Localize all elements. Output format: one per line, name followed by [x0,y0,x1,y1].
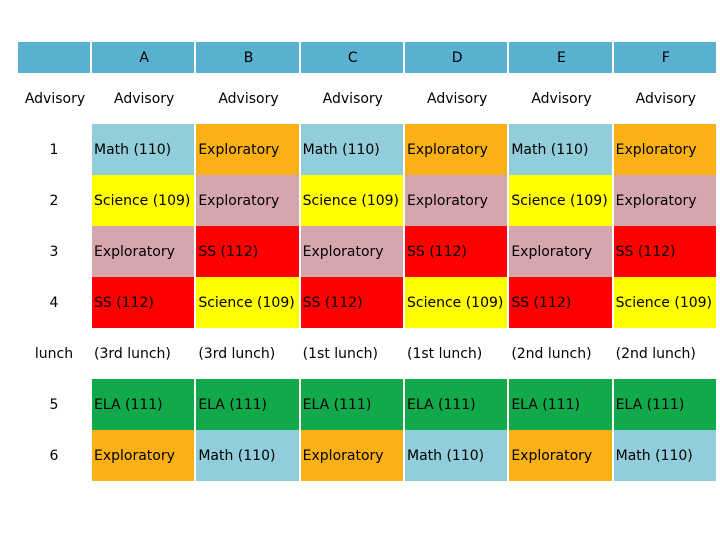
schedule-cell: SS (112) [300,277,403,328]
schedule-cell: ELA (111) [196,379,299,430]
schedule-cell: SS (112) [404,226,508,277]
row-label: 4 [18,277,90,328]
header-corner [18,42,90,73]
advisory-row: Advisory Advisory Advisory Advisory Advi… [18,73,716,124]
schedule-cell: Science (109) [404,277,508,328]
schedule-cell: Exploratory [404,175,508,226]
schedule-cell: Science (109) [196,277,299,328]
advisory-cell: Advisory [509,73,612,124]
schedule-cell: Science (109) [92,175,195,226]
schedule-cell: Exploratory [300,226,403,277]
schedule-cell: Exploratory [613,175,716,226]
schedule-cell: ELA (111) [404,379,508,430]
schedule-cell: ELA (111) [92,379,195,430]
row-label: 6 [18,430,90,481]
schedule-cell: Math (110) [509,124,612,175]
advisory-cell: Advisory [404,73,508,124]
row-label-advisory: Advisory [18,73,90,124]
table-row: 5 ELA (111) ELA (111) ELA (111) ELA (111) ELA… [18,379,716,430]
schedule-cell: Exploratory [613,124,716,175]
header-col-c: C [300,42,403,73]
schedule-table: A B C D E F Advisory Advisory Advisory A… [16,42,718,481]
schedule-cell: Exploratory [196,124,299,175]
schedule-cell: Science (109) [509,175,612,226]
schedule-cell: SS (112) [92,277,195,328]
schedule-cell: Science (109) [300,175,403,226]
row-label: 1 [18,124,90,175]
table-row: lunch (3rd lunch) (3rd lunch) (1st lunch) (1… [18,328,716,379]
schedule-cell: Exploratory [509,226,612,277]
schedule-cell: Exploratory [92,430,195,481]
row-label: 3 [18,226,90,277]
schedule-cell: Exploratory [92,226,195,277]
schedule-cell: (1st lunch) [404,328,508,379]
row-label: 2 [18,175,90,226]
schedule-cell: ELA (111) [300,379,403,430]
row-label: 5 [18,379,90,430]
header-col-f: F [613,42,716,73]
schedule-cell: SS (112) [196,226,299,277]
advisory-cell: Advisory [92,73,195,124]
header-col-d: D [404,42,508,73]
table-row: 3 Exploratory SS (112) Exploratory SS (112) E… [18,226,716,277]
table-row: 2 Science (109) Exploratory Science (109) Ex… [18,175,716,226]
header-col-b: B [196,42,299,73]
table-row: 1 Math (110) Exploratory Math (110) Explorat… [18,124,716,175]
schedule-cell: Math (110) [300,124,403,175]
schedule-cell: ELA (111) [613,379,716,430]
schedule-cell: Exploratory [196,175,299,226]
advisory-cell: Advisory [196,73,299,124]
schedule-cell: Exploratory [404,124,508,175]
schedule-cell: Exploratory [509,430,612,481]
schedule-cell: Science (109) [613,277,716,328]
schedule-cell: (1st lunch) [300,328,403,379]
header-row: A B C D E F [18,42,716,73]
table-row: 4 SS (112) Science (109) SS (112) Science (1… [18,277,716,328]
schedule-cell: (2nd lunch) [509,328,612,379]
row-label: lunch [18,328,90,379]
schedule-cell: (2nd lunch) [613,328,716,379]
advisory-cell: Advisory [613,73,716,124]
schedule-cell: Math (110) [404,430,508,481]
schedule-cell: SS (112) [613,226,716,277]
schedule-cell: Math (110) [92,124,195,175]
schedule-cell: (3rd lunch) [196,328,299,379]
advisory-cell: Advisory [300,73,403,124]
schedule-cell: ELA (111) [509,379,612,430]
header-col-e: E [509,42,612,73]
header-col-a: A [92,42,195,73]
schedule-cell: SS (112) [509,277,612,328]
schedule-cell: (3rd lunch) [92,328,195,379]
schedule-cell: Math (110) [613,430,716,481]
schedule-cell: Exploratory [300,430,403,481]
table-row: 6 Exploratory Math (110) Exploratory Math (1… [18,430,716,481]
schedule-cell: Math (110) [196,430,299,481]
